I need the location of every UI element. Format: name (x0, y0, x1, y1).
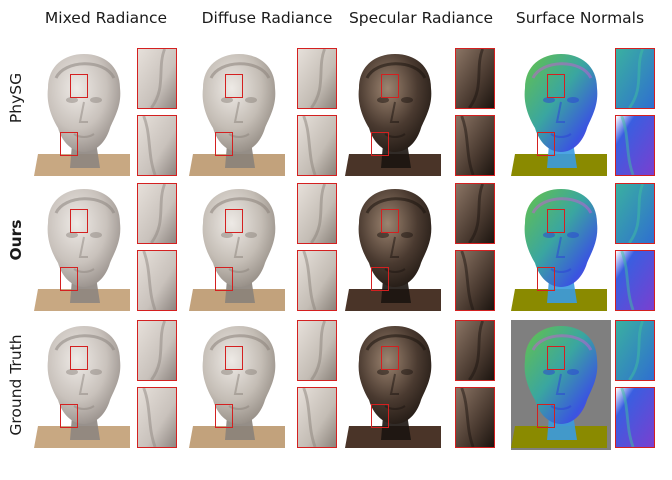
inset-diffuse-physg-1 (297, 48, 337, 109)
inset-mixed-ours-2 (137, 250, 177, 311)
inset-diffuse-ground-truth-1 (297, 320, 337, 381)
zoom-box-specular-ours-2 (371, 267, 389, 291)
zoom-box-normals-ground-truth-1 (547, 346, 565, 370)
inset-mixed-ours-1 (137, 183, 177, 244)
column-header-normals: Surface Normals (515, 9, 645, 27)
inset-specular-ground-truth-1 (455, 320, 495, 381)
inset-normals-ground-truth-1 (615, 320, 655, 381)
zoom-box-mixed-ground-truth-2 (60, 404, 78, 428)
zoom-box-mixed-physg-1 (70, 74, 88, 98)
column-header-specular: Specular Radiance (348, 9, 494, 27)
inset-specular-ours-1 (455, 183, 495, 244)
row-label-ground-truth: Ground Truth (7, 334, 25, 436)
inset-diffuse-physg-2 (297, 115, 337, 176)
zoom-box-diffuse-physg-2 (215, 132, 233, 156)
zoom-box-mixed-physg-2 (60, 132, 78, 156)
column-header-diffuse: Diffuse Radiance (201, 9, 333, 27)
zoom-box-diffuse-ground-truth-2 (215, 404, 233, 428)
inset-normals-physg-2 (615, 115, 655, 176)
render-specular-ground-truth (345, 320, 445, 450)
inset-mixed-ground-truth-2 (137, 387, 177, 448)
zoom-box-normals-ours-2 (537, 267, 555, 291)
render-normals-ours (511, 183, 611, 313)
render-specular-ours (345, 183, 445, 313)
inset-normals-ours-2 (615, 250, 655, 311)
zoom-box-mixed-ground-truth-1 (70, 346, 88, 370)
zoom-box-specular-ours-1 (381, 209, 399, 233)
inset-specular-ours-2 (455, 250, 495, 311)
inset-specular-physg-1 (455, 48, 495, 109)
zoom-box-specular-physg-1 (381, 74, 399, 98)
zoom-box-normals-ours-1 (547, 209, 565, 233)
zoom-box-normals-physg-1 (547, 74, 565, 98)
zoom-box-mixed-ours-1 (70, 209, 88, 233)
inset-mixed-physg-2 (137, 115, 177, 176)
zoom-box-specular-physg-2 (371, 132, 389, 156)
row-label-physg: PhySG (7, 72, 25, 124)
zoom-box-normals-ground-truth-2 (537, 404, 555, 428)
row-label-ours: Ours (7, 219, 25, 261)
render-mixed-physg (34, 48, 134, 178)
render-specular-physg (345, 48, 445, 178)
render-diffuse-ground-truth (189, 320, 289, 450)
zoom-box-diffuse-ours-1 (225, 209, 243, 233)
render-normals-physg (511, 48, 611, 178)
render-mixed-ours (34, 183, 134, 313)
zoom-box-specular-ground-truth-1 (381, 346, 399, 370)
inset-specular-physg-2 (455, 115, 495, 176)
render-diffuse-ours (189, 183, 289, 313)
zoom-box-diffuse-physg-1 (225, 74, 243, 98)
render-diffuse-physg (189, 48, 289, 178)
zoom-box-diffuse-ground-truth-1 (225, 346, 243, 370)
zoom-box-mixed-ours-2 (60, 267, 78, 291)
zoom-box-specular-ground-truth-2 (371, 404, 389, 428)
inset-normals-physg-1 (615, 48, 655, 109)
inset-diffuse-ours-1 (297, 183, 337, 244)
inset-normals-ground-truth-2 (615, 387, 655, 448)
inset-mixed-physg-1 (137, 48, 177, 109)
inset-mixed-ground-truth-1 (137, 320, 177, 381)
inset-normals-ours-1 (615, 183, 655, 244)
zoom-box-normals-physg-2 (537, 132, 555, 156)
inset-diffuse-ground-truth-2 (297, 387, 337, 448)
zoom-box-diffuse-ours-2 (215, 267, 233, 291)
render-normals-ground-truth (511, 320, 611, 450)
inset-diffuse-ours-2 (297, 250, 337, 311)
column-header-mixed: Mixed Radiance (44, 9, 168, 27)
render-mixed-ground-truth (34, 320, 134, 450)
inset-specular-ground-truth-2 (455, 387, 495, 448)
